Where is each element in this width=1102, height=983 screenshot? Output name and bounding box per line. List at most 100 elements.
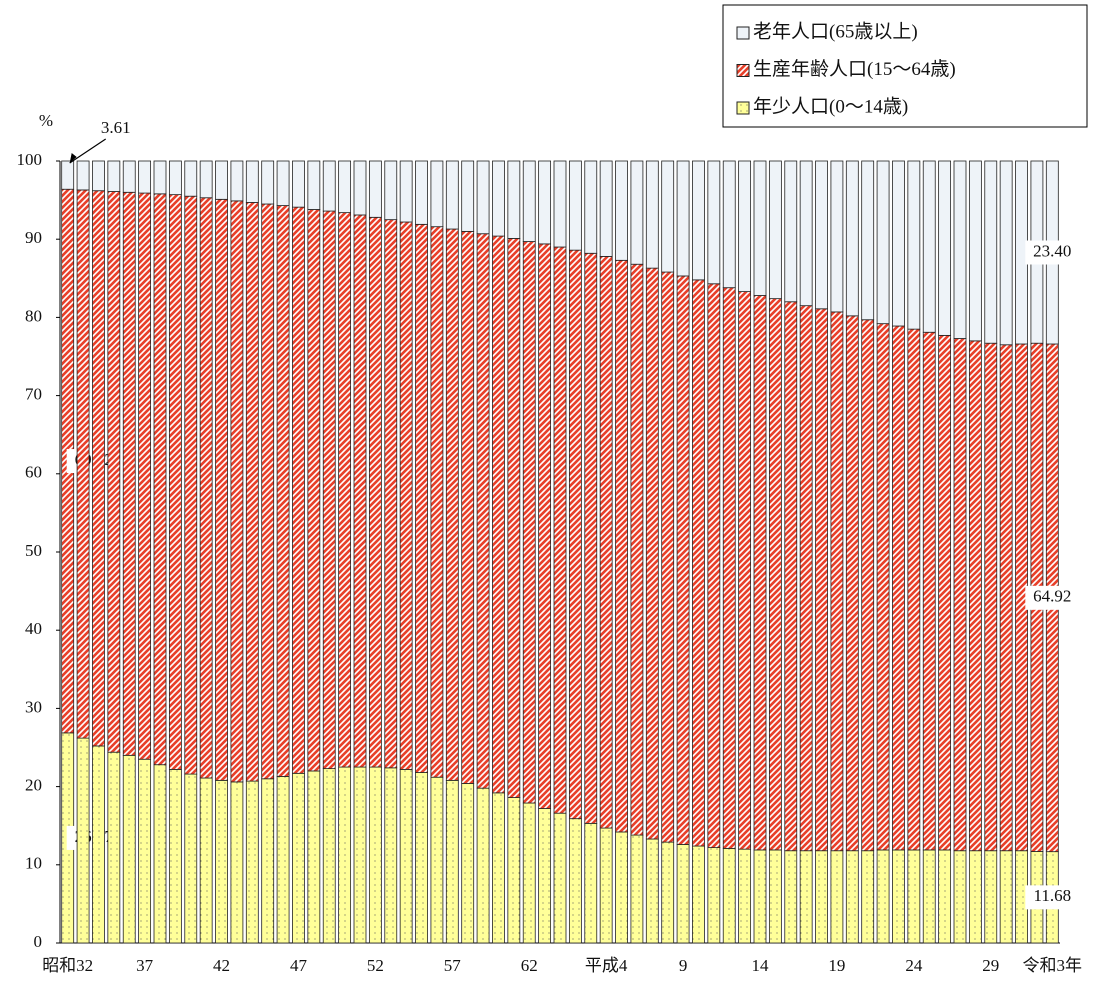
bar-segment: [122, 754, 136, 944]
y-tick-label: 20: [25, 776, 42, 795]
bar-segment: [92, 745, 105, 944]
bar-segment: [999, 344, 1013, 852]
bar-segment: [707, 283, 721, 848]
bar-segment: [599, 827, 613, 944]
bar-segment: [215, 160, 228, 200]
bar-segment: [230, 200, 244, 783]
x-tick-label: 9: [679, 956, 688, 975]
bar-segment: [461, 230, 475, 784]
bar-segment: [199, 160, 213, 199]
bar-segment: [461, 160, 475, 232]
bar-segment: [292, 160, 305, 208]
bar-segment: [368, 216, 382, 768]
bar-segment: [645, 267, 659, 840]
y-tick-label: 90: [25, 228, 42, 247]
bar-segment: [538, 243, 552, 809]
bar-segment: [692, 845, 705, 944]
bar-segment: [430, 226, 444, 778]
annotation-arrow: [69, 138, 107, 164]
bar-segment: [907, 160, 921, 330]
y-tick-label: 30: [25, 697, 42, 716]
bar-segment: [984, 850, 998, 944]
bar-segment: [168, 160, 182, 196]
bar-segment: [522, 160, 536, 242]
bar-segment: [892, 849, 905, 944]
bar-segment: [815, 160, 828, 310]
bar-segment: [768, 298, 782, 851]
bar-segment: [168, 194, 182, 770]
bar-segment: [445, 228, 459, 781]
bar-segment: [784, 160, 798, 303]
bar-segment: [661, 841, 675, 944]
bar-segment: [122, 191, 136, 756]
bar-segment: [538, 808, 552, 944]
bar-segment: [799, 850, 813, 944]
bar-segment: [353, 214, 367, 768]
legend-text: 生産年齢人口(15〜64歳): [753, 58, 956, 80]
bar-segment: [353, 160, 367, 216]
bar-segment: [61, 160, 75, 190]
data-label-bg: [1025, 885, 1080, 910]
bar-segment: [199, 777, 213, 944]
bar-segment: [676, 844, 690, 944]
bar-segment: [261, 778, 275, 944]
bar-segment: [507, 160, 521, 239]
bar-segment: [492, 160, 505, 237]
legend-text: 老年人口(65歳以上): [753, 20, 918, 42]
bar-segment: [707, 847, 721, 944]
bar-segment: [153, 764, 167, 944]
bar-segment: [953, 850, 967, 944]
bar-segment: [815, 850, 828, 944]
bar-segment: [861, 160, 875, 321]
bar-segment: [692, 160, 705, 281]
bar-segment: [599, 160, 613, 257]
bar-segment: [892, 160, 905, 327]
x-tick-label: 47: [290, 956, 308, 975]
x-tick-label: 平成4: [585, 956, 628, 975]
bar-segment: [507, 238, 521, 798]
bar-segment: [230, 781, 244, 944]
bar-segment: [722, 160, 736, 289]
bar-segment: [230, 160, 244, 202]
bar-segment: [445, 779, 459, 944]
data-label-bg: [1025, 585, 1080, 610]
bar-segment: [368, 160, 382, 218]
bar-segment: [584, 252, 598, 824]
bar-segment: [168, 768, 182, 944]
bar-segment: [738, 291, 752, 850]
bar-segment: [999, 160, 1013, 346]
bar-segment: [922, 849, 936, 944]
bar-segment: [953, 338, 967, 852]
bar-segment: [276, 160, 290, 206]
bar-segment: [692, 279, 705, 847]
bar-segment: [76, 160, 90, 191]
bar-segment: [338, 212, 352, 768]
y-tick-label: 10: [25, 854, 42, 873]
bar-segment: [184, 773, 198, 944]
bar-segment: [153, 193, 167, 766]
bar-segment: [322, 160, 336, 212]
bar-segment: [107, 160, 121, 192]
bar-segment: [922, 160, 936, 333]
bar-segment: [645, 160, 659, 269]
bar-segment: [476, 160, 490, 235]
bar-segment: [876, 160, 890, 325]
bar-segment: [892, 325, 905, 851]
bar-segment: [307, 770, 321, 944]
bar-segment: [707, 160, 721, 285]
x-tick-label: 令和3年: [1023, 956, 1083, 975]
bar-segment: [768, 849, 782, 944]
bar-segment: [568, 249, 582, 820]
bar-segment: [276, 205, 290, 777]
bar-segment: [722, 287, 736, 849]
bar-segment: [830, 850, 844, 944]
bar-segment: [738, 160, 752, 292]
bar-segment: [845, 850, 859, 944]
bar-segment: [245, 160, 259, 203]
x-tick-label: 52: [367, 956, 384, 975]
bar-segment: [384, 219, 398, 769]
y-tick-label: 0: [34, 932, 43, 951]
bar-segment: [538, 160, 552, 245]
